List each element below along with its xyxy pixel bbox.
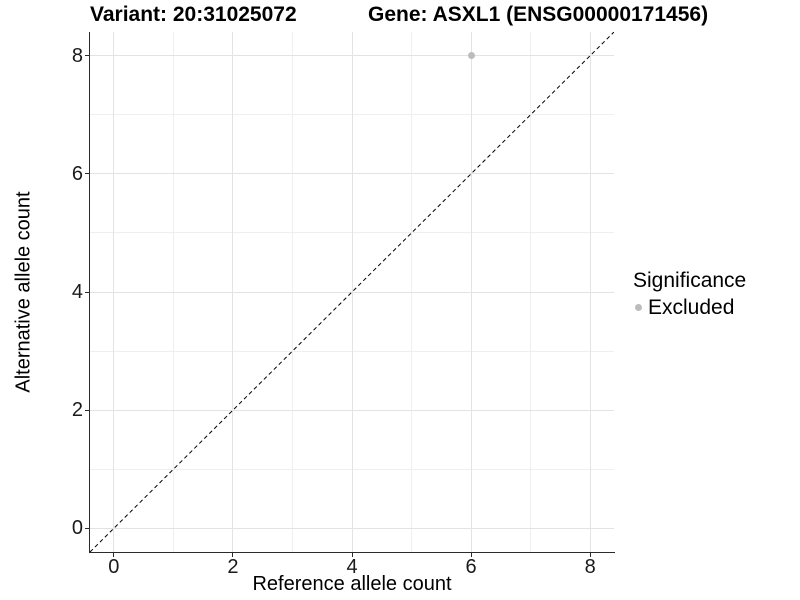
identity-line	[90, 32, 614, 552]
y-tick-label: 0	[71, 517, 83, 540]
x-tick-label: 4	[346, 556, 358, 578]
y-tick-label: 4	[71, 281, 83, 303]
x-tick-mark	[232, 553, 234, 557]
y-major-gridline	[90, 527, 614, 529]
plot-panel	[90, 32, 614, 552]
y-tick-mark	[85, 527, 89, 529]
y-tick-label: 2	[71, 399, 83, 422]
y-tick-label: 6	[71, 162, 83, 185]
x-axis-title: Reference allele count	[252, 573, 452, 595]
x-tick-label: 6	[465, 556, 477, 578]
x-tick-label: 8	[584, 556, 596, 578]
y-major-gridline	[90, 291, 614, 293]
y-tick-mark	[85, 173, 89, 175]
x-tick-label: 2	[227, 556, 239, 578]
x-tick-mark	[351, 553, 353, 557]
legend-entries: Excluded	[633, 295, 746, 320]
legend: Significance Excluded	[633, 268, 746, 320]
y-tick-mark	[85, 409, 89, 411]
y-tick-label: 8	[71, 44, 83, 67]
y-axis-line	[89, 32, 90, 553]
x-axis-line	[89, 552, 615, 553]
gene-title: Gene: ASXL1 (ENSG00000171456)	[368, 3, 709, 26]
legend-entry: Excluded	[633, 295, 746, 320]
legend-marker-circle	[635, 304, 642, 311]
x-tick-label: 0	[108, 556, 120, 578]
legend-entry-label: Excluded	[648, 296, 735, 319]
x-tick-mark	[113, 553, 115, 557]
y-major-gridline	[90, 173, 614, 175]
legend-title: Significance	[633, 269, 747, 292]
y-major-gridline	[90, 55, 614, 57]
y-tick-mark	[85, 55, 89, 57]
y-major-gridline	[90, 409, 614, 411]
y-tick-mark	[85, 291, 89, 293]
x-tick-mark	[470, 553, 472, 557]
y-axis-title: Alternative allele count	[12, 191, 35, 393]
variant-title: Variant: 20:31025072	[90, 3, 297, 26]
data-point	[467, 52, 475, 60]
x-tick-mark	[589, 553, 591, 557]
